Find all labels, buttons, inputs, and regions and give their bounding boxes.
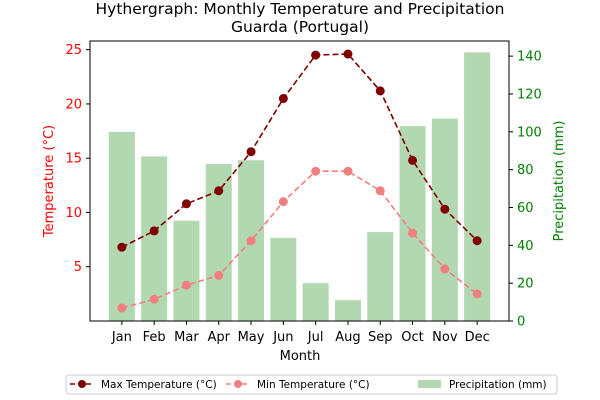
- y-left-tick-label: 20: [65, 97, 82, 112]
- precipitation-bar-dec: [464, 52, 491, 322]
- y-left-tick-label: 25: [65, 43, 82, 58]
- max-temperature-point-apr: [214, 186, 224, 196]
- max-temperature-legend-label: Max Temperature (°C): [101, 379, 217, 391]
- y-right-tick-label: 80: [517, 163, 534, 178]
- y-left-tick-label: 5: [74, 260, 82, 275]
- min-temperature-point-apr: [214, 270, 224, 280]
- precipitation-bar-sep: [367, 232, 394, 321]
- max-temperature-legend-marker: [78, 380, 86, 388]
- max-temperature-point-oct: [408, 155, 418, 165]
- max-temperature-line: [121, 53, 478, 248]
- legend: Max Temperature (°C) Min Temperature (°C)…: [65, 374, 558, 395]
- x-tick-label: May: [238, 330, 265, 345]
- y-axis-right: 0 20 40 60 80 100 120 140: [509, 50, 542, 330]
- x-tick-label: Sep: [368, 330, 393, 345]
- x-tick-label: Dec: [465, 330, 490, 345]
- max-temperature-point-nov: [440, 204, 450, 214]
- min-temperature-legend-label: Min Temperature (°C): [257, 379, 370, 391]
- precipitation-bar-mar: [173, 220, 200, 321]
- min-temperature-point-jul: [311, 166, 321, 176]
- min-temperature-point-nov: [440, 264, 450, 274]
- precipitation-bar-feb: [141, 156, 168, 321]
- min-temperature-point-jan: [117, 303, 127, 313]
- x-tick-label: Jun: [272, 330, 293, 345]
- min-temperature-point-sep: [375, 186, 385, 196]
- min-temperature-point-aug: [343, 166, 353, 176]
- min-temperature-point-jun: [278, 197, 288, 207]
- min-temperature-point-feb: [149, 294, 159, 304]
- max-temperature-point-feb: [149, 226, 159, 236]
- precipitation-bar-jan: [108, 131, 135, 321]
- x-axis-label: Month: [280, 349, 321, 364]
- y-right-tick-label: 60: [517, 201, 534, 216]
- y-right-tick-label: 140: [517, 50, 542, 65]
- x-tick-label: Oct: [401, 330, 423, 345]
- x-tick-label: Apr: [208, 330, 231, 345]
- x-tick-label: Mar: [174, 330, 199, 345]
- chart-title: Hythergraph: Monthly Temperature and Pre…: [96, 0, 505, 18]
- x-axis: Jan Feb Mar Apr May Jun Jul Aug Sep Oct Nov Dec: [111, 321, 490, 345]
- precipitation-bar-oct: [399, 126, 426, 321]
- max-temperature-point-mar: [181, 199, 191, 209]
- y-right-tick-label: 20: [517, 277, 534, 292]
- y-axis-right-label: Precipitation (mm): [552, 121, 567, 242]
- max-temperature-point-jun: [278, 94, 288, 104]
- min-temperature-legend-marker: [234, 380, 242, 388]
- precipitation-bar-jul: [302, 283, 329, 321]
- y-left-tick-label: 10: [65, 206, 82, 221]
- precipitation-legend-swatch: [418, 380, 441, 388]
- y-right-tick-label: 120: [517, 87, 542, 102]
- min-temperature-point-mar: [181, 280, 191, 290]
- chart-subtitle: Guarda (Portugal): [231, 18, 369, 36]
- y-axis-left-label: Temperature (°C): [42, 125, 57, 238]
- x-tick-label: Nov: [432, 330, 458, 345]
- x-tick-label: Aug: [335, 330, 360, 345]
- precipitation-bars: [108, 52, 491, 322]
- max-temperature-point-may: [246, 147, 256, 157]
- max-temperature-point-jan: [117, 242, 127, 252]
- min-temperature-point-may: [246, 236, 256, 246]
- y-axis-left: 5 10 15 20 25: [65, 43, 90, 275]
- temperature-lines: [117, 49, 482, 313]
- precipitation-bar-jun: [270, 237, 297, 321]
- x-tick-label: Feb: [143, 330, 166, 345]
- legend-box: [65, 374, 558, 395]
- y-right-tick-label: 0: [517, 315, 525, 330]
- y-right-tick-label: 40: [517, 239, 534, 254]
- x-tick-label: Jan: [111, 330, 132, 345]
- precipitation-bar-aug: [334, 300, 361, 321]
- y-right-tick-label: 100: [517, 125, 542, 140]
- precipitation-bar-nov: [431, 118, 458, 321]
- precipitation-legend-label: Precipitation (mm): [449, 379, 547, 391]
- y-left-tick-label: 15: [65, 152, 82, 167]
- max-temperature-point-aug: [343, 49, 353, 59]
- plot-frame: [89, 40, 510, 322]
- max-temperature-point-dec: [472, 236, 482, 246]
- max-temperature-point-sep: [375, 86, 385, 96]
- min-temperature-point-oct: [408, 228, 418, 238]
- max-temperature-point-jul: [311, 50, 321, 60]
- x-tick-label: Jul: [307, 330, 324, 345]
- min-temperature-point-dec: [472, 289, 482, 299]
